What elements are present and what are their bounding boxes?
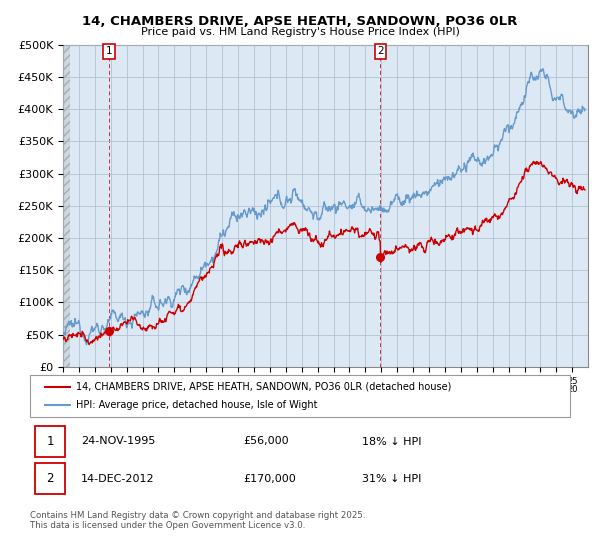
Bar bbox=[63, 45, 70, 367]
Text: 18% ↓ HPI: 18% ↓ HPI bbox=[362, 436, 422, 446]
Text: 2: 2 bbox=[47, 472, 54, 486]
Text: 14, CHAMBERS DRIVE, APSE HEATH, SANDOWN, PO36 0LR: 14, CHAMBERS DRIVE, APSE HEATH, SANDOWN,… bbox=[82, 15, 518, 28]
Text: 14-DEC-2012: 14-DEC-2012 bbox=[82, 474, 155, 484]
Text: £170,000: £170,000 bbox=[244, 474, 296, 484]
Text: 31% ↓ HPI: 31% ↓ HPI bbox=[362, 474, 421, 484]
Text: Price paid vs. HM Land Registry's House Price Index (HPI): Price paid vs. HM Land Registry's House … bbox=[140, 27, 460, 37]
Text: 1: 1 bbox=[106, 46, 112, 56]
Text: 14, CHAMBERS DRIVE, APSE HEATH, SANDOWN, PO36 0LR (detached house): 14, CHAMBERS DRIVE, APSE HEATH, SANDOWN,… bbox=[76, 382, 451, 392]
Text: 2: 2 bbox=[377, 46, 384, 56]
Text: 1: 1 bbox=[47, 435, 54, 448]
Text: £56,000: £56,000 bbox=[244, 436, 289, 446]
Text: HPI: Average price, detached house, Isle of Wight: HPI: Average price, detached house, Isle… bbox=[76, 400, 317, 410]
FancyBboxPatch shape bbox=[35, 426, 65, 457]
Text: 24-NOV-1995: 24-NOV-1995 bbox=[82, 436, 155, 446]
Text: Contains HM Land Registry data © Crown copyright and database right 2025.
This d: Contains HM Land Registry data © Crown c… bbox=[30, 511, 365, 530]
FancyBboxPatch shape bbox=[35, 464, 65, 494]
